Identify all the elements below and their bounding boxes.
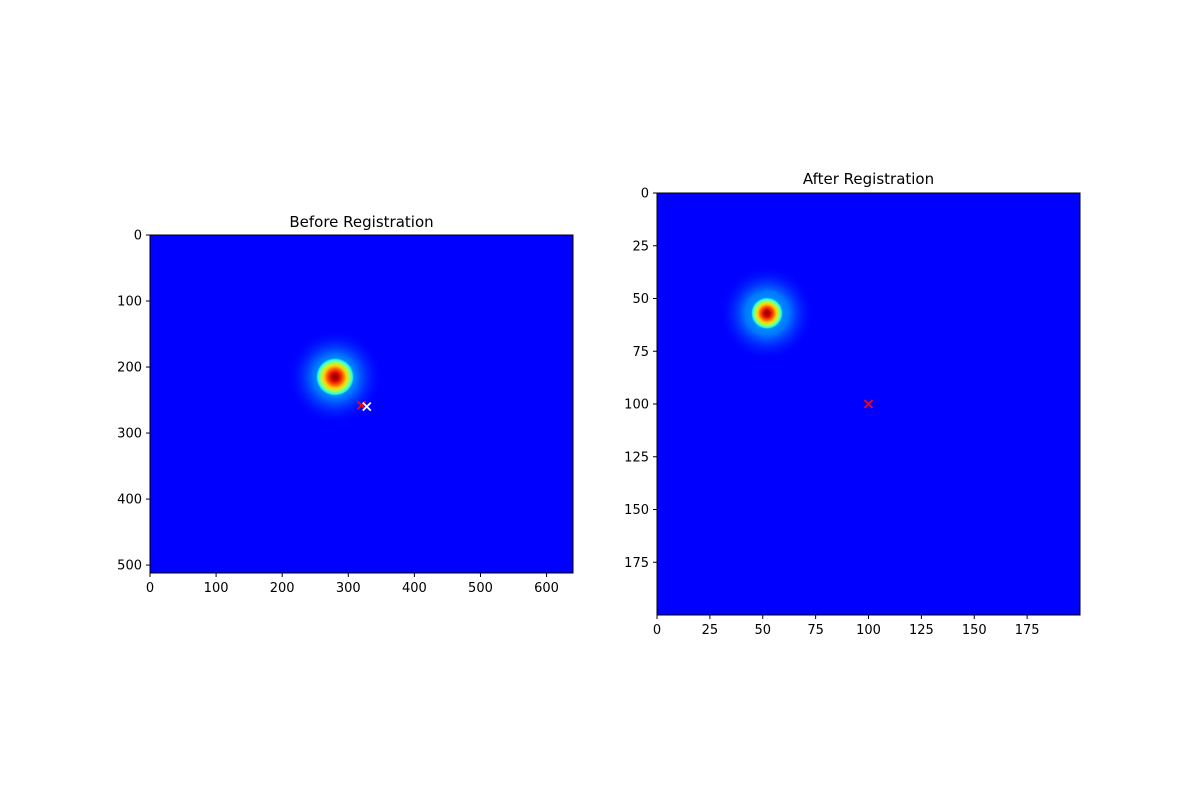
x-tick-label: 50 bbox=[754, 623, 771, 638]
x-tick-label: 25 bbox=[702, 623, 719, 638]
y-tick-label: 400 bbox=[117, 493, 142, 508]
y-tick-label: 100 bbox=[117, 295, 142, 310]
x-marker bbox=[362, 402, 372, 412]
x-tick-label: 500 bbox=[468, 581, 493, 596]
x-tick-label: 75 bbox=[807, 623, 824, 638]
y-tick-label: 175 bbox=[624, 556, 649, 571]
x-tick-label: 600 bbox=[534, 581, 559, 596]
x-tick-label: 0 bbox=[653, 623, 661, 638]
y-tick-label: 75 bbox=[632, 345, 649, 360]
x-marker-stroke bbox=[356, 400, 367, 410]
axes-frame bbox=[656, 192, 1081, 616]
x-axis: 0 100 200 300 400 500 600 bbox=[146, 573, 559, 596]
x-marker-stroke bbox=[863, 399, 874, 409]
heatmap-image bbox=[150, 235, 573, 573]
y-tick-label: 300 bbox=[117, 427, 142, 442]
marker-layer bbox=[863, 399, 874, 409]
intensity-peak bbox=[750, 297, 783, 330]
y-tick-label: 150 bbox=[624, 503, 649, 518]
x-marker-stroke bbox=[362, 402, 372, 412]
x-marker bbox=[356, 400, 367, 410]
x-tick-label: 175 bbox=[1015, 623, 1040, 638]
marker-layer bbox=[356, 400, 372, 412]
y-tick-label: 0 bbox=[641, 187, 649, 202]
intensity-peak bbox=[315, 357, 355, 397]
y-tick-label: 25 bbox=[632, 239, 649, 254]
x-marker bbox=[863, 399, 874, 409]
x-tick-label: 150 bbox=[962, 623, 987, 638]
x-tick-label: 100 bbox=[204, 581, 229, 596]
y-tick-label: 500 bbox=[117, 559, 142, 574]
y-tick-label: 50 bbox=[632, 292, 649, 307]
y-axis: 0 25 50 75 100 125 150 175 bbox=[624, 187, 657, 571]
chart-title: Before Registration bbox=[289, 213, 433, 231]
x-tick-label: 100 bbox=[856, 623, 881, 638]
x-tick-label: 300 bbox=[336, 581, 361, 596]
y-axis: 0 100 200 300 400 500 bbox=[117, 229, 150, 574]
y-tick-label: 200 bbox=[117, 361, 142, 376]
x-tick-label: 200 bbox=[270, 581, 295, 596]
x-tick-label: 125 bbox=[909, 623, 934, 638]
x-tick-label: 400 bbox=[402, 581, 427, 596]
x-axis: 0 25 50 75 100 125 150 175 bbox=[653, 615, 1040, 638]
axes-frame bbox=[149, 234, 574, 574]
x-tick-label: 0 bbox=[146, 581, 154, 596]
y-tick-label: 0 bbox=[134, 229, 142, 244]
y-tick-label: 125 bbox=[624, 450, 649, 465]
chart-title: After Registration bbox=[803, 170, 934, 188]
panel-after-registration: After Registration 0 25 50 75 100 125 150 175 0… bbox=[624, 170, 1081, 638]
y-tick-label: 100 bbox=[624, 398, 649, 413]
panel-before-registration: Before Registration 0 100 200 300 400 500 600 … bbox=[117, 213, 574, 596]
